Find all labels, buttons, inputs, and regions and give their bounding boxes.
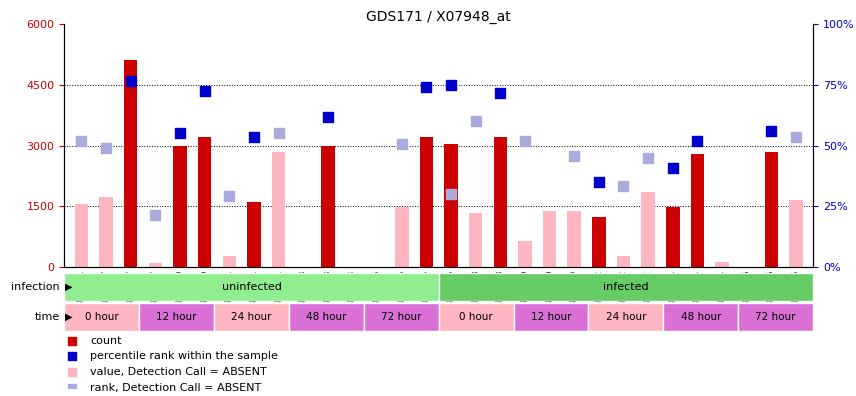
Point <box>469 118 483 124</box>
Text: 12 hour: 12 hour <box>157 312 197 322</box>
Text: ▶: ▶ <box>65 282 73 292</box>
Bar <box>691 154 704 267</box>
Text: 24 hour: 24 hour <box>231 312 271 322</box>
Text: 0 hour: 0 hour <box>460 312 493 322</box>
Point <box>493 89 507 96</box>
Point <box>148 211 162 218</box>
Bar <box>149 263 162 267</box>
Bar <box>764 152 778 267</box>
Bar <box>616 255 630 267</box>
Bar <box>223 256 236 267</box>
FancyBboxPatch shape <box>738 303 813 331</box>
Text: 0 hour: 0 hour <box>85 312 118 322</box>
Point <box>65 338 79 344</box>
Text: value, Detection Call = ABSENT: value, Detection Call = ABSENT <box>91 367 267 377</box>
Text: count: count <box>91 336 122 346</box>
Point <box>65 353 79 360</box>
Point <box>691 138 704 145</box>
Bar <box>173 147 187 267</box>
Point <box>568 152 581 159</box>
Point <box>65 385 79 391</box>
Text: infection: infection <box>11 282 60 292</box>
Point <box>321 114 335 120</box>
Text: 72 hour: 72 hour <box>381 312 421 322</box>
Text: 48 hour: 48 hour <box>681 312 721 322</box>
Bar <box>641 192 655 267</box>
Text: 12 hour: 12 hour <box>531 312 571 322</box>
Point <box>616 183 630 189</box>
Point <box>271 130 285 137</box>
Text: GDS171 / X07948_at: GDS171 / X07948_at <box>366 10 511 24</box>
FancyBboxPatch shape <box>64 273 438 301</box>
Text: uninfected: uninfected <box>222 282 282 292</box>
Point <box>74 138 88 145</box>
Text: time: time <box>35 312 60 322</box>
Text: 48 hour: 48 hour <box>306 312 347 322</box>
Text: ▶: ▶ <box>65 312 73 322</box>
Bar <box>419 137 433 267</box>
Bar <box>271 152 285 267</box>
FancyBboxPatch shape <box>364 303 438 331</box>
FancyBboxPatch shape <box>438 303 514 331</box>
Bar <box>395 207 408 267</box>
Point <box>789 134 803 141</box>
FancyBboxPatch shape <box>588 303 663 331</box>
Point <box>395 140 408 147</box>
FancyBboxPatch shape <box>214 303 288 331</box>
FancyBboxPatch shape <box>139 303 214 331</box>
Text: 72 hour: 72 hour <box>756 312 796 322</box>
Bar <box>543 211 556 267</box>
Bar <box>247 202 261 267</box>
FancyBboxPatch shape <box>663 303 738 331</box>
Point <box>444 191 458 197</box>
Point <box>419 84 433 90</box>
Text: percentile rank within the sample: percentile rank within the sample <box>91 352 278 362</box>
Bar <box>789 200 803 267</box>
Point <box>247 134 261 141</box>
Point <box>173 130 187 137</box>
Point <box>592 179 606 185</box>
Point <box>666 165 680 171</box>
Point <box>641 154 655 161</box>
Bar <box>469 213 483 267</box>
Text: rank, Detection Call = ABSENT: rank, Detection Call = ABSENT <box>91 383 262 392</box>
Bar <box>592 217 606 267</box>
FancyBboxPatch shape <box>64 303 139 331</box>
Bar <box>444 143 458 267</box>
Point <box>65 369 79 375</box>
Bar <box>494 137 507 267</box>
Point <box>444 82 458 88</box>
Bar <box>568 211 581 267</box>
Point <box>764 128 778 135</box>
Bar <box>518 241 532 267</box>
FancyBboxPatch shape <box>288 303 364 331</box>
Point <box>223 193 236 200</box>
Point <box>99 145 113 151</box>
Bar <box>716 262 728 267</box>
Bar <box>198 137 211 267</box>
Bar <box>74 204 88 267</box>
Bar <box>99 198 113 267</box>
FancyBboxPatch shape <box>514 303 588 331</box>
Bar <box>321 146 335 267</box>
Point <box>124 78 138 84</box>
Bar <box>666 207 680 267</box>
Point <box>518 138 532 145</box>
Bar <box>124 60 138 267</box>
Text: 24 hour: 24 hour <box>606 312 646 322</box>
Text: infected: infected <box>603 282 649 292</box>
FancyBboxPatch shape <box>438 273 813 301</box>
Point <box>198 88 211 94</box>
